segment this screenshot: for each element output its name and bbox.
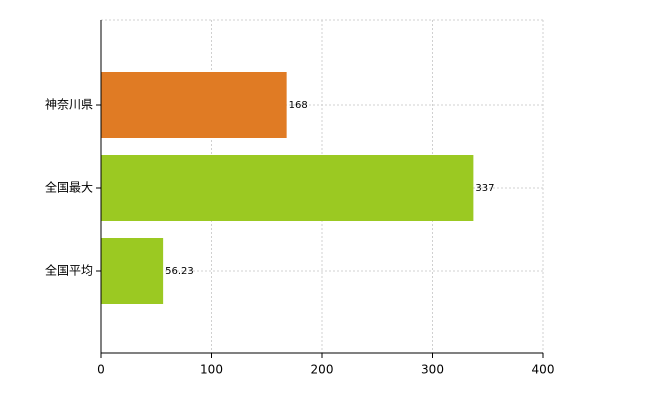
data-label: 337 <box>475 183 494 194</box>
bar <box>101 238 164 304</box>
data-label: 168 <box>289 100 308 111</box>
x-tick-label: 100 <box>200 363 223 377</box>
x-tick-label: 200 <box>311 363 334 377</box>
y-tick-label: 全国最大 <box>45 180 93 195</box>
y-tick-label: 全国平均 <box>45 263 93 278</box>
x-tick-label: 300 <box>421 363 444 377</box>
bar <box>101 155 474 221</box>
y-tick-label: 神奈川県 <box>45 98 93 112</box>
x-tick-label: 400 <box>532 363 555 377</box>
bar <box>101 72 287 138</box>
x-tick-label: 0 <box>97 363 105 377</box>
data-label: 56.23 <box>165 266 194 277</box>
